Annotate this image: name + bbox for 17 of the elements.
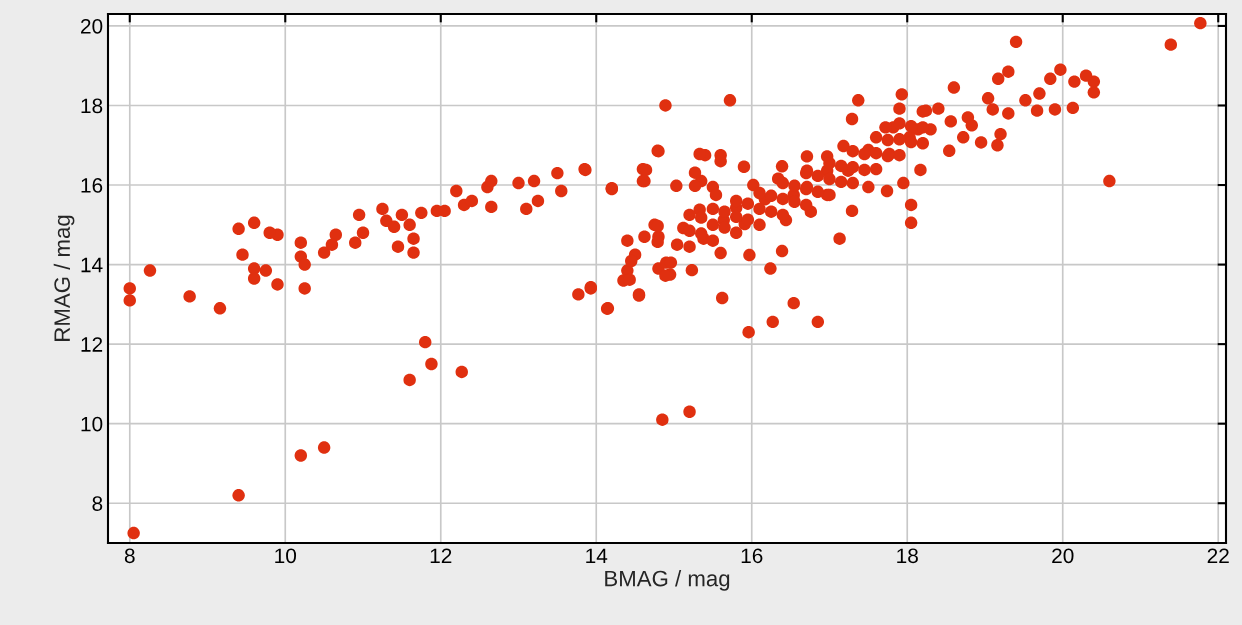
y-tick-label: 16 — [81, 178, 103, 193]
x-tick-label: 18 — [897, 548, 918, 564]
x-tick-label: 12 — [430, 548, 452, 563]
x-tick-label: 20 — [1052, 548, 1074, 564]
y-tick-label: 18 — [81, 98, 103, 114]
x-tick-label: 22 — [1207, 548, 1229, 563]
y-axis-title: RMAG / mag — [53, 215, 75, 341]
x-tick-label: 14 — [586, 548, 608, 563]
y-tick-label: 12 — [81, 337, 103, 352]
y-tick-label: 20 — [81, 18, 103, 34]
x-tick-label: 10 — [275, 548, 297, 564]
y-tick-label: 14 — [81, 257, 103, 273]
x-tick-label: 16 — [741, 548, 763, 564]
y-tick-label: 8 — [92, 496, 103, 511]
y-tick-label: 10 — [81, 416, 103, 432]
x-axis-title: BMAG / mag — [605, 570, 730, 591]
x-tick-label: 8 — [124, 548, 135, 564]
